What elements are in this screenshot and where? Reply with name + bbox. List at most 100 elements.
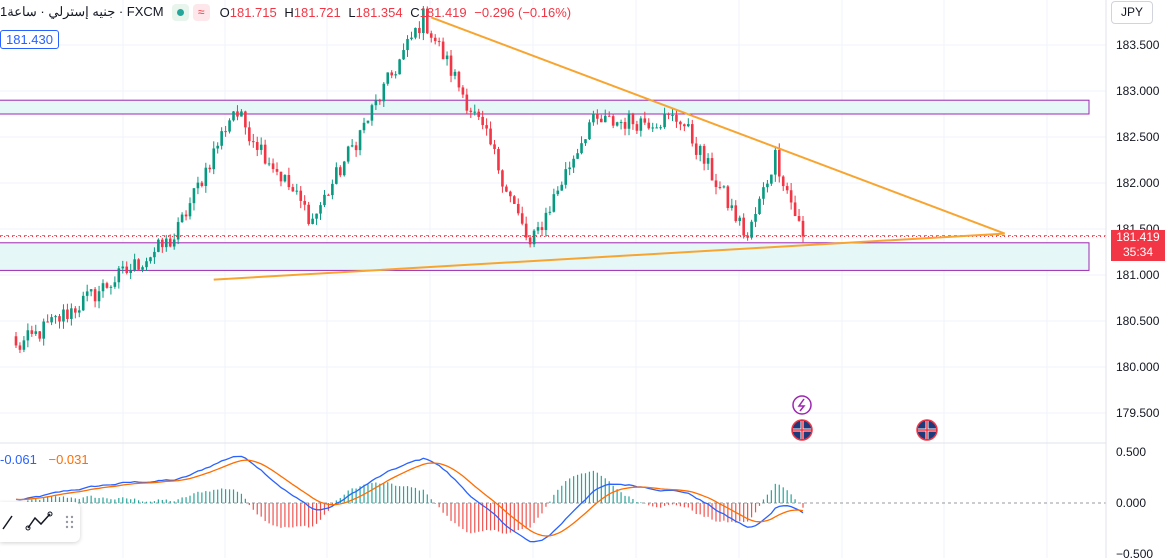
candle-body[interactable] [58,316,61,322]
candle-body[interactable] [141,267,144,270]
uk-flag-icon[interactable] [791,419,813,441]
candle-body[interactable] [34,331,38,334]
candle-body[interactable] [204,167,208,186]
candle-body[interactable] [418,27,421,34]
candle-body[interactable] [70,308,73,319]
candle-body[interactable] [283,175,287,182]
candle-body[interactable] [552,194,556,212]
candle-body[interactable] [267,163,271,165]
candle-body[interactable] [224,131,227,133]
candle-body[interactable] [137,259,140,270]
candle-body[interactable] [501,170,504,187]
candle-body[interactable] [615,122,619,126]
flash-icon[interactable] [792,395,812,415]
candle-body[interactable] [350,145,354,147]
market-open-icon[interactable] [171,3,189,21]
candle-body[interactable] [576,153,579,159]
candle-body[interactable] [149,257,152,262]
candle-body[interactable] [497,149,500,171]
candle-body[interactable] [145,261,148,268]
candle-body[interactable] [651,127,655,129]
candle-body[interactable] [228,120,231,132]
candle-body[interactable] [125,266,129,273]
candle-body[interactable] [101,283,105,292]
candle-body[interactable] [259,144,263,150]
candle-body[interactable] [394,74,397,76]
candle-body[interactable] [785,186,789,191]
candle-body[interactable] [196,182,200,189]
candle-body[interactable] [706,158,710,164]
candle-body[interactable] [93,289,97,302]
candle-body[interactable] [275,169,279,172]
candle-body[interactable] [192,188,196,204]
candle-body[interactable] [26,330,30,341]
candle-body[interactable] [536,227,540,231]
candle-body[interactable] [603,115,607,123]
candle-body[interactable] [271,163,275,170]
candle-body[interactable] [248,127,251,142]
candle-body[interactable] [18,345,22,350]
candle-body[interactable] [295,190,299,192]
candle-body[interactable] [722,186,726,188]
candle-body[interactable] [109,286,113,288]
candle-body[interactable] [382,83,386,102]
candle-body[interactable] [777,149,781,177]
candle-body[interactable] [74,308,77,313]
candle-body[interactable] [105,283,109,288]
candle-body[interactable] [762,187,765,199]
candle-body[interactable] [445,55,449,60]
candle-body[interactable] [374,100,378,106]
candle-body[interactable] [746,235,749,238]
candle-body[interactable] [157,239,160,252]
candle-body[interactable] [279,171,283,182]
candle-body[interactable] [513,196,516,204]
candle-body[interactable] [738,217,742,222]
candle-body[interactable] [635,124,639,131]
candle-body[interactable] [406,38,409,51]
candle-body[interactable] [532,230,536,245]
signal-line[interactable] [15,459,804,537]
candle-body[interactable] [85,291,89,296]
candle-body[interactable] [77,310,81,313]
candle-body[interactable] [354,145,358,151]
candle-body[interactable] [335,167,338,184]
candle-body[interactable] [560,184,564,191]
candle-body[interactable] [607,115,611,117]
candle-body[interactable] [639,118,643,131]
candle-body[interactable] [200,182,204,186]
candle-body[interactable] [62,309,65,322]
candle-body[interactable] [251,141,255,143]
candle-body[interactable] [461,87,465,95]
candle-body[interactable] [180,214,184,223]
candle-body[interactable] [97,291,101,302]
candle-body[interactable] [168,238,172,247]
candle-body[interactable] [232,111,235,121]
candle-body[interactable] [580,143,583,154]
candle-body[interactable] [718,186,722,188]
candle-body[interactable] [647,122,651,129]
candle-body[interactable] [81,295,85,311]
candle-body[interactable] [240,111,243,117]
candle-body[interactable] [469,110,473,112]
candle-body[interactable] [726,186,730,209]
candle-body[interactable] [509,191,512,197]
candle-body[interactable] [477,111,481,117]
candle-body[interactable] [216,145,219,149]
candle-body[interactable] [528,237,532,245]
candle-body[interactable] [311,218,314,224]
candle-body[interactable] [113,282,117,287]
candle-body[interactable] [161,239,164,248]
candle-body[interactable] [797,216,801,221]
candle-body[interactable] [398,59,401,75]
candle-body[interactable] [687,124,690,127]
candle-body[interactable] [524,223,528,238]
candle-body[interactable] [659,127,662,129]
candle-body[interactable] [671,114,674,116]
candle-body[interactable] [596,113,599,119]
candle-body[interactable] [263,144,267,164]
candle-body[interactable] [30,330,34,334]
candle-body[interactable] [793,202,797,217]
candle-body[interactable] [42,321,45,339]
candle-body[interactable] [698,145,702,155]
candle-body[interactable] [714,180,718,187]
